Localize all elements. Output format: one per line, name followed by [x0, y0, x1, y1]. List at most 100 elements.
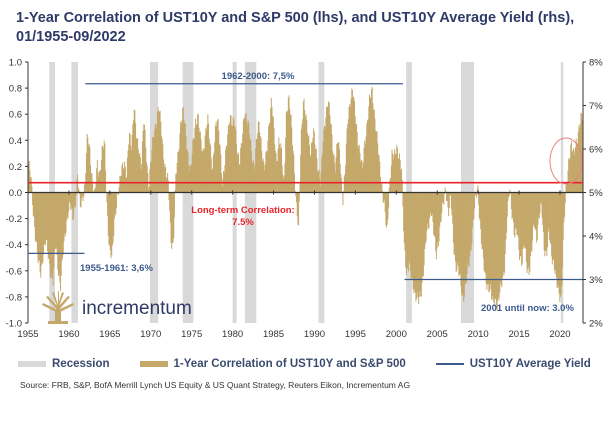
correlation-bar	[283, 175, 285, 193]
correlation-bar	[414, 192, 416, 289]
correlation-bar	[238, 153, 240, 193]
correlation-bar	[314, 144, 316, 193]
correlation-bar	[419, 192, 421, 291]
correlation-bar	[347, 119, 349, 193]
correlation-bar	[536, 192, 538, 243]
chart-title: 1-Year Correlation of UST10Y and S&P 500…	[16, 10, 575, 45]
correlation-bar	[371, 87, 373, 193]
correlation-bar	[472, 192, 473, 228]
correlation-bar	[552, 192, 554, 261]
correlation-bar	[88, 145, 90, 193]
correlation-bar	[318, 169, 320, 193]
x-tick-label: 1980	[222, 329, 243, 340]
correlation-bar	[298, 192, 300, 202]
correlation-bar	[199, 132, 201, 193]
correlation-bar	[517, 192, 519, 237]
correlation-bar	[285, 111, 287, 193]
correlation-bar	[495, 192, 497, 309]
annotation-1955-1961: 1955-1961: 3,6%	[80, 263, 153, 274]
correlation-bar	[506, 192, 508, 233]
correlation-bar	[383, 192, 385, 203]
correlation-bar	[283, 178, 285, 193]
correlation-bar	[377, 154, 379, 193]
correlation-bar	[214, 142, 216, 193]
correlation-bar	[529, 192, 531, 257]
correlation-bar	[206, 130, 207, 193]
legend-label-recession: Recession	[52, 358, 110, 370]
correlation-bar	[422, 192, 424, 277]
correlation-bar	[396, 147, 398, 193]
correlation-bar	[103, 140, 105, 193]
correlation-bar	[479, 192, 481, 221]
correlation-bar	[289, 114, 291, 193]
correlation-bar	[489, 192, 491, 292]
correlation-bar	[334, 163, 336, 193]
correlation-bar	[394, 148, 396, 193]
correlation-bar	[379, 176, 381, 193]
x-tick-label: 1970	[140, 329, 161, 340]
correlation-bar	[145, 162, 147, 193]
legend-item-correlation: 1-Year Correlation of UST10Y and S&P 500	[139, 358, 406, 370]
correlation-bar	[119, 175, 121, 193]
y-right-tick-label: 2%	[589, 319, 603, 330]
correlation-bar	[523, 192, 525, 246]
correlation-bar	[579, 123, 581, 193]
correlation-bar	[149, 169, 151, 193]
correlation-bar	[30, 177, 32, 193]
correlation-bar	[557, 192, 559, 288]
correlation-bar	[535, 192, 537, 231]
correlation-bar	[136, 138, 138, 193]
correlation-bar	[171, 192, 173, 249]
correlation-bar	[85, 153, 87, 193]
correlation-bar	[143, 124, 145, 193]
correlation-bar	[98, 176, 100, 193]
correlation-bar	[398, 158, 400, 193]
legend-swatch-correlation	[139, 361, 168, 367]
correlation-bar	[473, 192, 475, 220]
correlation-bar	[228, 125, 230, 193]
correlation-bar	[138, 154, 140, 193]
correlation-bar	[196, 124, 198, 193]
correlation-bar	[204, 135, 206, 193]
correlation-bar	[210, 145, 212, 193]
correlation-bar	[403, 192, 405, 244]
correlation-bar	[572, 152, 574, 193]
correlation-bar	[542, 192, 544, 226]
correlation-bar	[556, 192, 558, 288]
correlation-bar	[560, 192, 562, 295]
correlation-bar	[276, 161, 278, 193]
correlation-bar	[57, 192, 59, 270]
correlation-bar	[315, 149, 317, 193]
correlation-bar	[493, 192, 495, 303]
correlation-bar	[158, 112, 160, 193]
correlation-bar	[255, 148, 257, 193]
correlation-bar	[236, 155, 238, 193]
correlation-bar	[328, 101, 330, 193]
correlation-bar	[151, 149, 153, 193]
correlation-bar	[261, 160, 263, 193]
correlation-bar	[186, 149, 188, 193]
correlation-bar	[81, 192, 83, 199]
correlation-bar	[465, 192, 467, 283]
correlation-bar	[281, 147, 283, 193]
correlation-bar	[227, 134, 229, 193]
correlation-bar	[437, 192, 439, 247]
correlation-bar	[73, 192, 75, 209]
correlation-bar	[368, 106, 370, 193]
correlation-bar	[132, 124, 134, 193]
correlation-bar	[112, 192, 114, 243]
legend-swatch-avg-yield	[435, 363, 464, 365]
correlation-bar	[360, 162, 362, 193]
correlation-bar	[366, 120, 368, 193]
correlation-bar	[137, 138, 139, 193]
correlation-bar	[386, 192, 388, 228]
correlation-bar	[562, 192, 564, 268]
correlation-bar	[449, 192, 451, 196]
correlation-bar	[554, 192, 556, 274]
correlation-bar	[284, 163, 286, 193]
correlation-bar	[150, 162, 152, 193]
y-right-tick-label: 7%	[589, 101, 603, 112]
correlation-bar	[42, 192, 44, 264]
correlation-bar	[244, 114, 246, 193]
correlation-bar	[230, 115, 232, 193]
